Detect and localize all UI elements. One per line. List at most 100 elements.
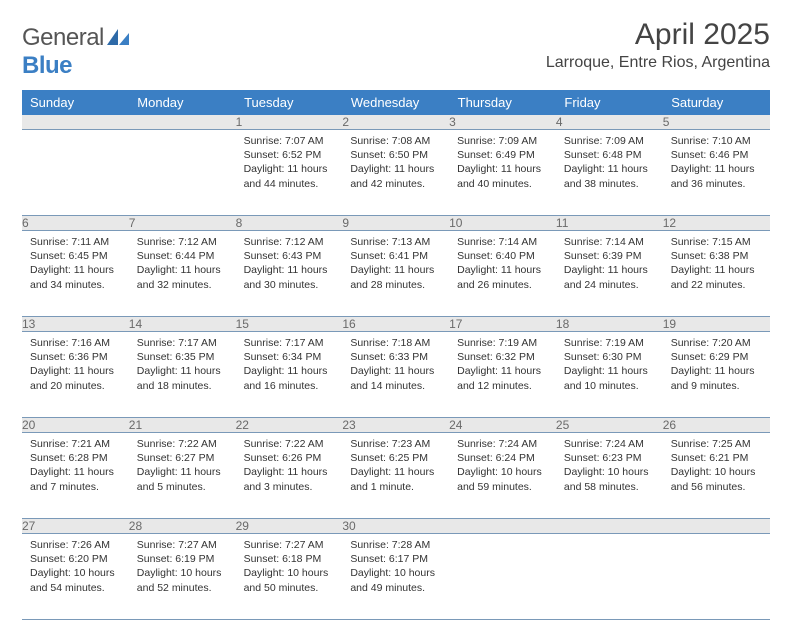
daylight-line: Daylight: 11 hours and 24 minutes.: [564, 264, 648, 290]
sunrise-line: Sunrise: 7:13 AM: [350, 236, 430, 248]
day-cell: Sunrise: 7:12 AMSunset: 6:44 PMDaylight:…: [129, 231, 236, 317]
day-number-cell: 6: [22, 216, 129, 231]
day-details: Sunrise: 7:22 AMSunset: 6:26 PMDaylight:…: [236, 433, 343, 500]
daylight-line: Daylight: 11 hours and 3 minutes.: [244, 466, 328, 492]
day-cell: Sunrise: 7:21 AMSunset: 6:28 PMDaylight:…: [22, 433, 129, 519]
day-number-cell: 21: [129, 418, 236, 433]
daylight-line: Daylight: 11 hours and 28 minutes.: [350, 264, 434, 290]
sunrise-line: Sunrise: 7:11 AM: [30, 236, 109, 248]
daylight-line: Daylight: 10 hours and 49 minutes.: [350, 567, 435, 593]
daylight-line: Daylight: 10 hours and 59 minutes.: [457, 466, 542, 492]
day-cell: Sunrise: 7:13 AMSunset: 6:41 PMDaylight:…: [342, 231, 449, 317]
day-details: Sunrise: 7:17 AMSunset: 6:35 PMDaylight:…: [129, 332, 236, 399]
sunset-line: Sunset: 6:33 PM: [350, 351, 428, 363]
day-cell: Sunrise: 7:19 AMSunset: 6:30 PMDaylight:…: [556, 332, 663, 418]
day-details: Sunrise: 7:22 AMSunset: 6:27 PMDaylight:…: [129, 433, 236, 500]
sunset-line: Sunset: 6:27 PM: [137, 452, 215, 464]
day-number-cell: 3: [449, 115, 556, 130]
sunrise-line: Sunrise: 7:12 AM: [244, 236, 324, 248]
day-cell: Sunrise: 7:24 AM Sunset: 6:23 PM Daylight:…: [556, 433, 663, 519]
daylight-line: Daylight: 10 hours and 54 minutes.: [30, 567, 115, 593]
sunrise-line: Sunrise: 7:25 AM: [671, 438, 751, 450]
day-cell: Sunrise: 7:27 AMSunset: 6:18 PMDaylight:…: [236, 534, 343, 620]
day-cell: Sunrise: 7:24 AMSunset: 6:24 PMDaylight:…: [449, 433, 556, 519]
logo-sail-icon: [107, 24, 129, 51]
daylight-line: Daylight: 11 hours and 9 minutes.: [671, 365, 755, 391]
day-number-cell: 4: [556, 115, 663, 130]
day-cell: Sunrise: 7:14 AM Sunset: 6:39 PM Daylight:…: [556, 231, 663, 317]
daylight-line: Daylight: 10 hours and 56 minutes.: [671, 466, 756, 492]
day-details: Sunrise: 7:27 AMSunset: 6:18 PMDaylight:…: [236, 534, 343, 601]
day-details: Sunrise: 7:16 AMSunset: 6:36 PMDaylight:…: [22, 332, 129, 399]
daylight-line: Daylight: 11 hours and 16 minutes.: [244, 365, 328, 391]
day-number-row: 6789101112: [22, 216, 770, 231]
day-cell: Sunrise: 7:12 AMSunset: 6:43 PMDaylight:…: [236, 231, 343, 317]
day-details: Sunrise: 7:26 AMSunset: 6:20 PMDaylight:…: [22, 534, 129, 601]
sunset-line: Sunset: 6:23 PM: [564, 452, 642, 464]
day-cell: Sunrise: 7:19 AMSunset: 6:32 PMDaylight:…: [449, 332, 556, 418]
day-number-cell: 19: [663, 317, 770, 332]
day-cell: Sunrise: 7:23 AMSunset: 6:25 PMDaylight:…: [342, 433, 449, 519]
day-cell: [22, 130, 129, 216]
day-cell: Sunrise: 7:15 AMSunset: 6:38 PMDaylight:…: [663, 231, 770, 317]
daylight-line: Daylight: 11 hours and 14 minutes.: [350, 365, 434, 391]
weekday-header: Tuesday: [236, 90, 343, 115]
day-number-cell: 15: [236, 317, 343, 332]
day-details: Sunrise: 7:14 AM Sunset: 6:39 PM Daylight:…: [556, 231, 663, 298]
daylight-line: Daylight: 11 hours and 42 minutes.: [350, 163, 434, 189]
calendar-page: General Blue April 2025 Larroque, Entre …: [0, 0, 792, 638]
day-number-cell: 28: [129, 519, 236, 534]
day-number-cell: 29: [236, 519, 343, 534]
day-cell: Sunrise: 7:27 AMSunset: 6:19 PMDaylight:…: [129, 534, 236, 620]
day-details: Sunrise: 7:21 AMSunset: 6:28 PMDaylight:…: [22, 433, 129, 500]
daylight-line: Daylight: 11 hours and 44 minutes.: [244, 163, 328, 189]
day-cell: Sunrise: 7:25 AMSunset: 6:21 PMDaylight:…: [663, 433, 770, 519]
daylight-line: Daylight: 11 hours and 12 minutes.: [457, 365, 541, 391]
sunset-line: Sunset: 6:39 PM: [564, 250, 642, 262]
day-number-cell: 2: [342, 115, 449, 130]
sunset-line: Sunset: 6:25 PM: [350, 452, 428, 464]
day-details: Sunrise: 7:20 AMSunset: 6:29 PMDaylight:…: [663, 332, 770, 399]
sunset-line: Sunset: 6:18 PM: [244, 553, 322, 565]
weekday-header: Monday: [129, 90, 236, 115]
day-number-cell: 1: [236, 115, 343, 130]
day-number-cell: [449, 519, 556, 534]
day-cell: [663, 534, 770, 620]
day-number-cell: [556, 519, 663, 534]
daylight-line: Daylight: 11 hours and 7 minutes.: [30, 466, 114, 492]
day-cell: Sunrise: 7:17 AMSunset: 6:34 PMDaylight:…: [236, 332, 343, 418]
sunrise-line: Sunrise: 7:23 AM: [350, 438, 430, 450]
sunset-line: Sunset: 6:17 PM: [350, 553, 428, 565]
daylight-line: Daylight: 10 hours and 58 minutes.: [564, 466, 649, 492]
day-number-cell: 22: [236, 418, 343, 433]
sunrise-line: Sunrise: 7:20 AM: [671, 337, 751, 349]
sunrise-line: Sunrise: 7:14 AM: [457, 236, 537, 248]
calendar-body: 12345Sunrise: 7:07 AMSunset: 6:52 PMDayl…: [22, 115, 770, 620]
month-title: April 2025: [546, 18, 770, 52]
daylight-line: Daylight: 11 hours and 18 minutes.: [137, 365, 221, 391]
day-number-cell: 30: [342, 519, 449, 534]
sunset-line: Sunset: 6:19 PM: [137, 553, 215, 565]
sunrise-line: Sunrise: 7:21 AM: [30, 438, 110, 450]
day-cell: Sunrise: 7:26 AMSunset: 6:20 PMDaylight:…: [22, 534, 129, 620]
day-number-cell: 25: [556, 418, 663, 433]
day-details: Sunrise: 7:12 AMSunset: 6:44 PMDaylight:…: [129, 231, 236, 298]
day-details: Sunrise: 7:24 AMSunset: 6:24 PMDaylight:…: [449, 433, 556, 500]
sunset-line: Sunset: 6:20 PM: [30, 553, 108, 565]
day-cell: Sunrise: 7:22 AMSunset: 6:26 PMDaylight:…: [236, 433, 343, 519]
daylight-line: Daylight: 11 hours and 20 minutes.: [30, 365, 114, 391]
sunrise-line: Sunrise: 7:14 AM: [564, 236, 644, 248]
sunrise-line: Sunrise: 7:24 AM: [564, 438, 644, 450]
day-details: Sunrise: 7:19 AMSunset: 6:30 PMDaylight:…: [556, 332, 663, 399]
header: General Blue April 2025 Larroque, Entre …: [22, 18, 770, 80]
logo-word-2: Blue: [22, 52, 72, 79]
day-cell: Sunrise: 7:09 AMSunset: 6:48 PMDaylight:…: [556, 130, 663, 216]
day-cell: Sunrise: 7:14 AMSunset: 6:40 PMDaylight:…: [449, 231, 556, 317]
daylight-line: Daylight: 11 hours and 34 minutes.: [30, 264, 114, 290]
day-cell: Sunrise: 7:09 AMSunset: 6:49 PMDaylight:…: [449, 130, 556, 216]
sunrise-line: Sunrise: 7:08 AM: [350, 135, 430, 147]
sunrise-line: Sunrise: 7:27 AM: [244, 539, 324, 551]
day-number-cell: 23: [342, 418, 449, 433]
sunrise-line: Sunrise: 7:19 AM: [564, 337, 644, 349]
logo-word-1: General: [22, 24, 104, 51]
